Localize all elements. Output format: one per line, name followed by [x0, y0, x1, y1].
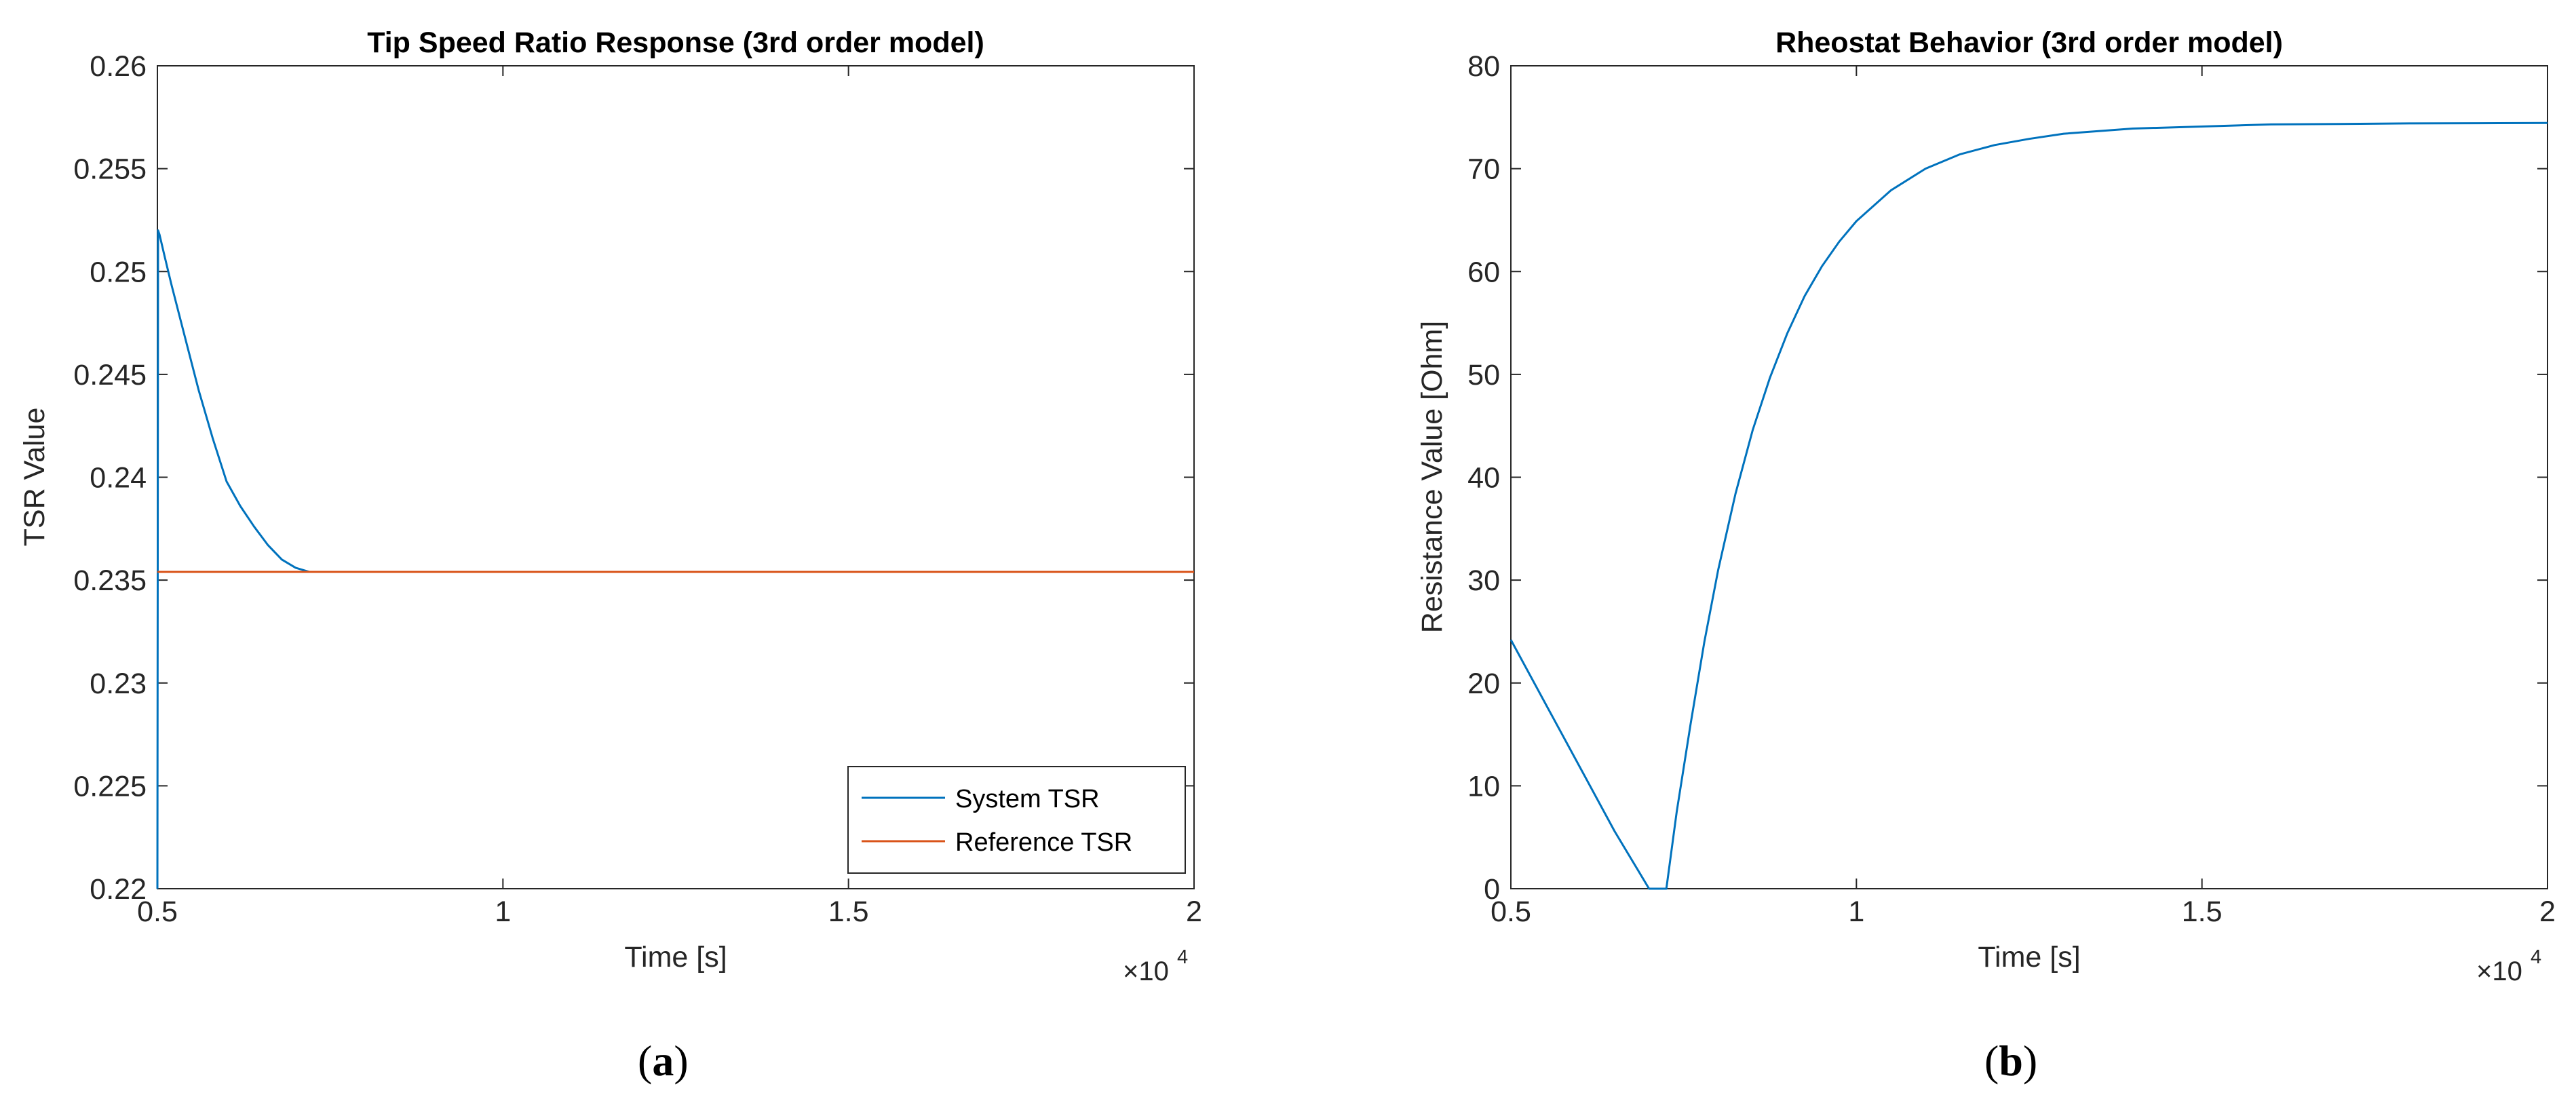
y-axis-label-a: TSR Value — [18, 408, 51, 547]
x-tick-label-a: 1.5 — [828, 895, 869, 928]
y-tick-label-b: 20 — [1467, 668, 1500, 700]
panel-caption-letter-a: a — [652, 1037, 674, 1085]
legend-label-reference-tsr: Reference TSR — [955, 828, 1132, 857]
series-group-a — [156, 229, 1194, 889]
x-tick-label-b: 1 — [1848, 895, 1864, 928]
x-multiplier-exp-a: 4 — [1177, 946, 1188, 968]
x-multiplier-a: ×10 — [1123, 957, 1169, 986]
panel-caption-a: (a) — [638, 1037, 689, 1085]
y-tick-label-a: 0.23 — [90, 668, 147, 700]
y-tick-label-a: 0.24 — [90, 462, 147, 495]
series-group-b — [1510, 121, 2548, 890]
x-tick-label-b: 2 — [2539, 895, 2556, 928]
y-tick-label-b: 0 — [1484, 873, 1500, 906]
y-tick-label-a: 0.225 — [73, 770, 147, 803]
series-line-b-series-0 — [1510, 121, 2548, 890]
x-tick-label-a: 1 — [495, 895, 511, 928]
x-multiplier-b: ×10 — [2476, 957, 2522, 986]
y-tick-label-b: 30 — [1467, 564, 1500, 597]
panel-b: Rheostat Behavior (3rd order model) Time… — [1416, 26, 2556, 1085]
chart-title-a: Tip Speed Ratio Response (3rd order mode… — [367, 26, 984, 59]
x-tick-label-a: 2 — [1186, 895, 1202, 928]
y-tick-label-a: 0.25 — [90, 256, 147, 288]
ticks-a: 0.5 1 1.5 2 0.22 0.225 0.23 0.235 0.24 0.245 0.25 0… — [73, 50, 1202, 928]
y-tick-label-a: 0.22 — [90, 873, 147, 906]
x-multiplier-exp-b: 4 — [2531, 946, 2541, 968]
axes-box-b — [1510, 65, 2548, 889]
y-tick-label-b: 60 — [1467, 256, 1500, 288]
y-tick-label-a: 0.245 — [73, 359, 147, 391]
y-tick-label-a: 0.26 — [90, 50, 147, 83]
y-tick-label-b: 40 — [1467, 462, 1500, 495]
legend-label-system-tsr: System TSR — [955, 785, 1100, 813]
x-tick-label-a: 0.5 — [137, 895, 178, 928]
series-line-a-system-tsr — [156, 229, 317, 889]
y-tick-label-a: 0.235 — [73, 564, 147, 597]
x-tick-label-b: 1.5 — [2182, 895, 2223, 928]
y-tick-label-b: 50 — [1467, 359, 1500, 391]
x-axis-label-a: Time [s] — [624, 941, 727, 973]
x-axis-label-b: Time [s] — [1978, 941, 2080, 973]
axes-box-a — [157, 65, 1195, 889]
chart-title-b: Rheostat Behavior (3rd order model) — [1775, 26, 2283, 59]
panel-caption-b: (b) — [1984, 1037, 2037, 1085]
y-axis-label-b: Resistance Value [Ohm] — [1416, 321, 1448, 633]
y-tick-label-a: 0.255 — [73, 153, 147, 186]
legend-a: System TSR Reference TSR — [847, 766, 1186, 874]
y-tick-label-b: 70 — [1467, 153, 1500, 186]
legend-box-a — [847, 766, 1186, 874]
y-tick-label-b: 80 — [1467, 50, 1500, 83]
panel-a: Tip Speed Ratio Response (3rd order mode… — [18, 26, 1202, 1085]
x-tick-label-b: 0.5 — [1491, 895, 1531, 928]
y-tick-label-b: 10 — [1467, 770, 1500, 803]
panel-caption-letter-b: b — [1999, 1037, 2023, 1085]
